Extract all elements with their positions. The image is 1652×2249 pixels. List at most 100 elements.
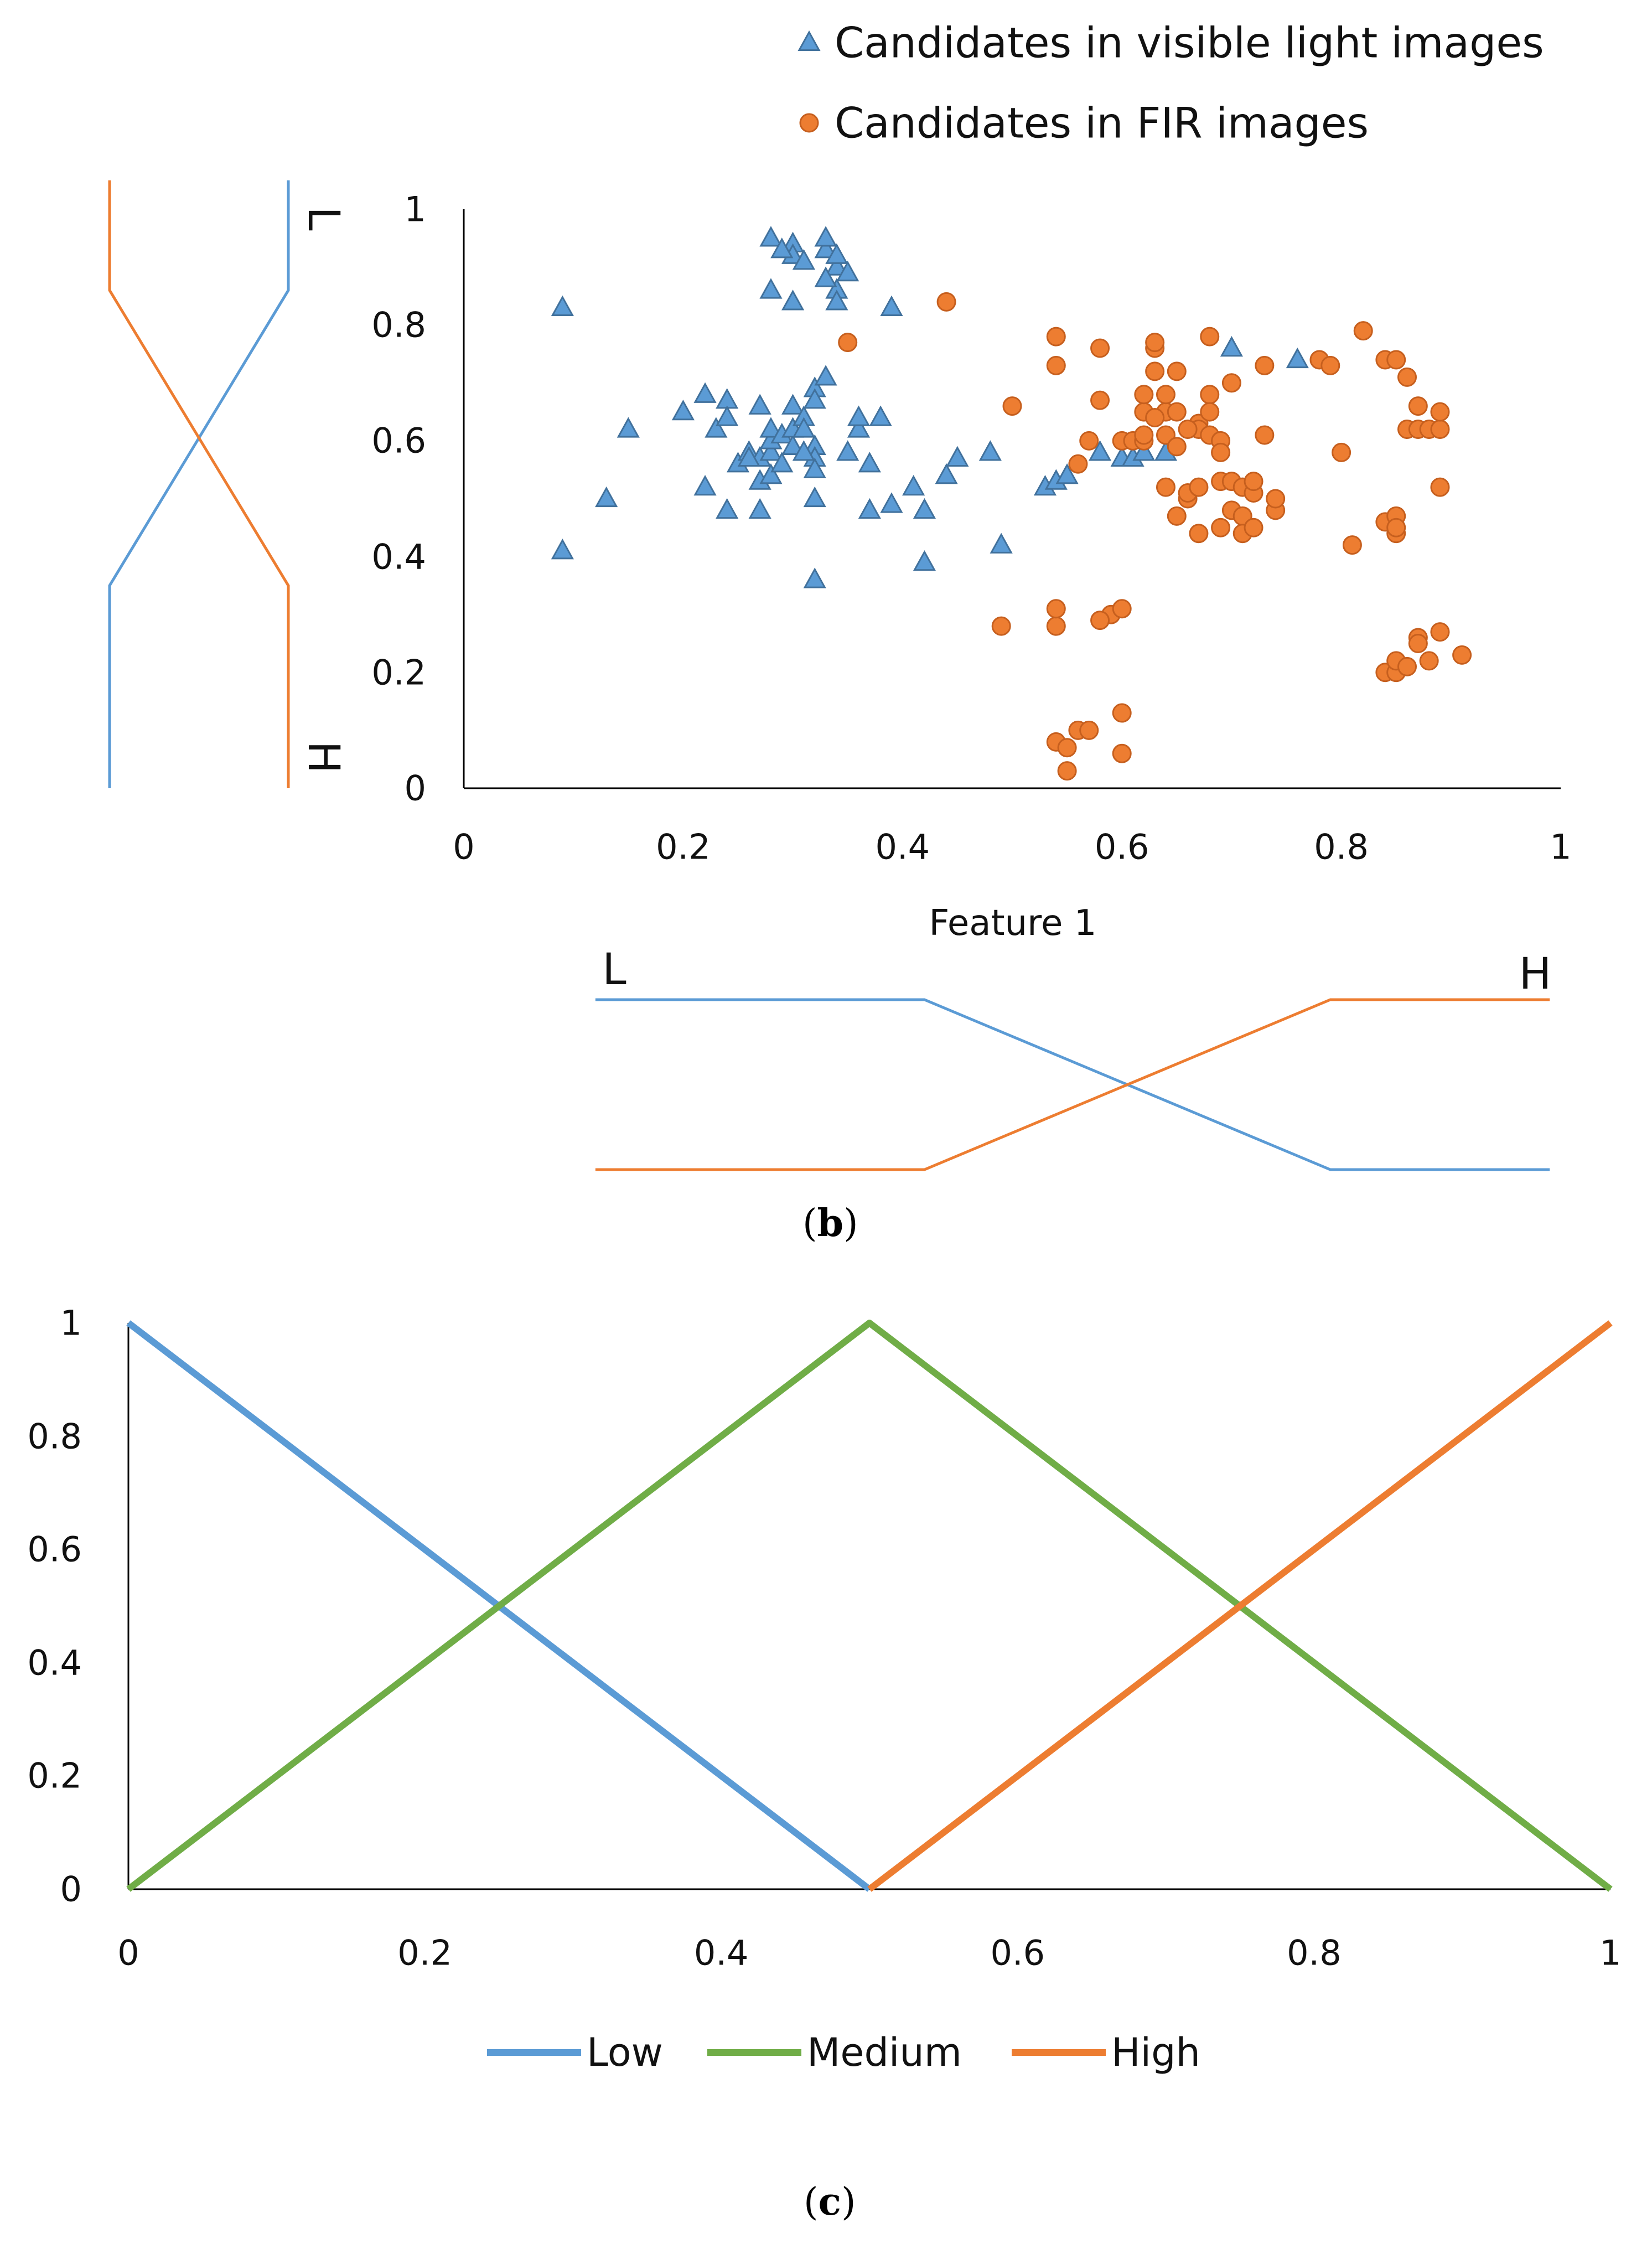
visible-light-candidate-point [716,498,739,519]
x-membership-label-H: H [1519,949,1552,999]
visible-light-candidate-point [693,474,717,496]
visible-light-candidate-point [759,440,783,461]
fir-candidate-point [1178,419,1198,439]
visible-light-candidate-point [716,388,739,409]
visible-light-candidate-point [814,226,837,247]
visible-light-candidate-point [946,446,969,467]
b-x-axis-title: Feature 1 [929,903,1097,944]
visible-light-candidate-point [814,266,837,287]
legend-label-medium: Medium [807,2030,962,2075]
fir-candidate-point [1112,743,1132,763]
fir-candidate-point [1408,634,1428,653]
fir-candidate-point [1167,361,1187,381]
fir-candidate-point [1090,338,1110,358]
fir-candidate-point [1189,477,1209,497]
y-membership-functions [108,180,290,788]
visible-light-candidate-point [737,446,760,467]
x-membership-h-line [595,998,1550,1171]
visible-light-candidate-point [792,249,816,270]
visible-light-candidate-point [803,388,826,409]
x-membership-l-line [595,998,1550,1171]
visible-light-candidate-point [814,365,837,386]
visible-light-candidate-point [814,237,837,258]
visible-light-candidate-point [902,474,925,496]
legend-marker-fir [799,113,819,133]
legend-marker-visible [797,30,821,51]
fir-candidate-point [1156,425,1175,445]
b-x-tick-label: 0.2 [656,826,711,867]
fir-candidate-point [1145,408,1165,428]
visible-light-candidate-point [792,440,816,461]
fir-candidate-point [1430,419,1450,439]
visible-light-candidate-point [716,405,739,426]
caption-c: (c) [804,2180,856,2224]
series-medium-line [126,1320,1613,1892]
fir-candidate-point [1167,506,1187,526]
fir-candidate-point [1090,390,1110,410]
fir-candidate-point [1430,477,1450,497]
fir-candidate-point [1046,355,1066,375]
fir-candidate-point [1452,645,1472,665]
caption-b-letter: b [817,1201,844,1245]
visible-light-candidate-point [869,405,892,426]
visible-light-candidate-point [551,539,574,560]
fir-candidate-point [1266,489,1286,509]
y-membership-label-L: L [298,206,348,231]
fir-candidate-point [1408,396,1428,416]
fir-candidate-point [1057,761,1077,781]
c-x-tick-label: 1 [1599,1932,1622,1973]
b-x-tick-label: 0 [453,826,475,867]
legend-label-visible: Candidates in visible light images [835,18,1544,68]
x-membership-functions [595,998,1550,1171]
visible-light-candidate-point [825,243,848,264]
fir-candidate-point [1112,599,1132,619]
c-x-tick-label: 0.8 [1287,1932,1342,1973]
caption-b: (b) [802,1201,858,1245]
visible-light-candidate-point [759,226,783,247]
fir-candidate-point [1386,518,1406,537]
visible-light-candidate-point [880,492,903,513]
visible-light-candidate-point [880,295,903,316]
b-x-tick-label: 1 [1550,826,1572,867]
visible-light-candidate-point [825,289,848,311]
fir-candidate-point [991,616,1011,636]
visible-light-candidate-point [617,417,640,438]
c-x-tick-label: 0 [117,1932,139,1973]
fir-candidate-point [1200,402,1220,422]
b-y-tick-label: 1 [404,189,426,230]
visible-light-candidate-point [1132,440,1156,461]
visible-light-candidate-point [759,278,783,299]
visible-light-candidate-point [847,417,871,438]
visible-light-candidate-point [759,463,783,484]
fir-candidate-point [1386,350,1406,370]
c-y-tick-label: 1 [60,1302,82,1343]
fir-candidate-point [1244,518,1263,537]
visible-light-candidate-point [693,382,717,403]
legend-label-low: Low [587,2030,663,2075]
visible-light-candidate-point [836,260,859,282]
visible-light-candidate-point [913,498,936,519]
fir-candidate-point [1090,611,1110,630]
visible-light-candidate-point [935,463,958,484]
fir-candidate-point [1079,720,1099,740]
fir-candidate-point [1079,431,1099,451]
visible-light-candidate-point [825,255,848,276]
x-membership-label-L: L [602,945,626,995]
series-high-line [867,1320,1613,1892]
visible-light-candidate-point [836,440,859,461]
visible-light-candidate-point [990,532,1013,554]
fir-candidate-point [1002,396,1022,416]
c-y-tick-label: 0.2 [27,1755,82,1796]
visible-light-candidate-point [1286,347,1309,369]
visible-light-candidate-point [1055,463,1079,484]
fir-candidate-point [1244,472,1263,492]
visible-light-candidate-point [1088,440,1112,461]
fir-candidate-point [1167,437,1187,457]
fir-candidate-point [1156,385,1175,405]
fir-candidate-point [1397,367,1417,387]
visible-light-candidate-point [858,452,881,473]
visible-light-candidate-point [913,550,936,571]
b-x-tick-label: 0.4 [875,826,930,867]
visible-light-candidate-point [748,498,771,519]
fir-candidate-point [1046,327,1066,347]
